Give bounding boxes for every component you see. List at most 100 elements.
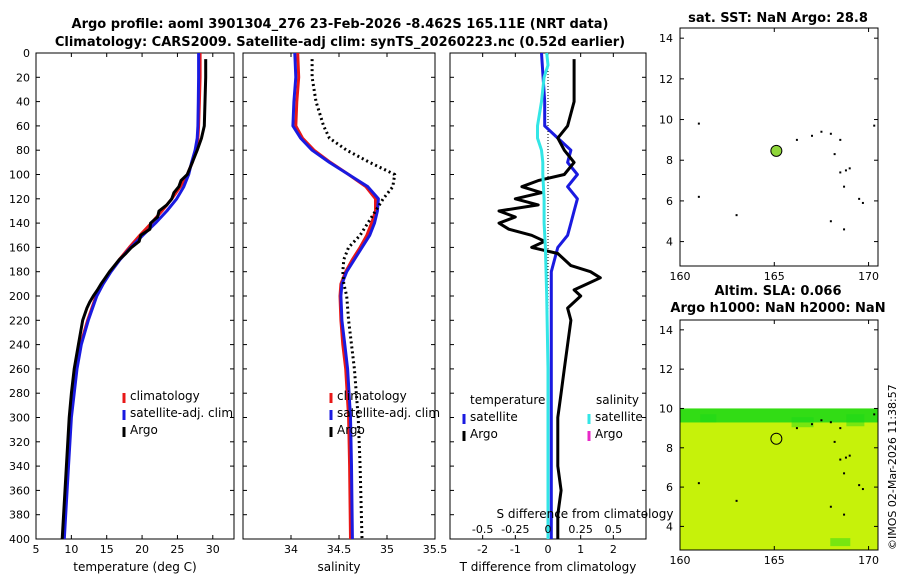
temperature-legend-label: satellite-adj. clim bbox=[130, 406, 233, 420]
difference-xtick-top-label: -0.25 bbox=[501, 523, 529, 536]
temperature-series-argo bbox=[60, 59, 208, 540]
temperature-legend-label: climatology bbox=[130, 389, 200, 403]
sla-map-island bbox=[843, 472, 846, 475]
difference-xtick-label: 2 bbox=[610, 543, 617, 556]
temperature-xtick-label: 5 bbox=[33, 543, 40, 556]
depth-tick-label: 120 bbox=[9, 193, 30, 206]
sla-map-field-patch bbox=[791, 417, 814, 428]
sst-map-island bbox=[843, 185, 846, 188]
depth-tick-label: 20 bbox=[16, 71, 30, 84]
depth-tick-label: 140 bbox=[9, 217, 30, 230]
depth-tick-label: 240 bbox=[9, 339, 30, 352]
sla-map-field-patch bbox=[846, 414, 865, 427]
sst-map-island bbox=[829, 220, 832, 223]
depth-tick-label: 100 bbox=[9, 169, 30, 182]
sla-map-field-patch bbox=[700, 414, 717, 423]
sla-map-island bbox=[829, 505, 832, 508]
sst-map-ytick-label: 10 bbox=[659, 114, 673, 127]
sla-map-field-patch bbox=[830, 538, 851, 547]
sst-map-island bbox=[873, 124, 876, 127]
difference-xlabel-top: S difference from climatology bbox=[497, 507, 674, 521]
depth-tick-label: 40 bbox=[16, 96, 30, 109]
difference-xtick-label: -2 bbox=[477, 543, 488, 556]
sst-map-island bbox=[833, 153, 836, 156]
temperature-xlabel: temperature (deg C) bbox=[73, 560, 196, 574]
depth-tick-label: 180 bbox=[9, 266, 30, 279]
difference-legend-title-s: salinity bbox=[596, 393, 639, 407]
depth-tick-label: 160 bbox=[9, 241, 30, 254]
difference-xtick-top-label: 0.5 bbox=[605, 523, 623, 536]
sla-map-island bbox=[848, 454, 851, 457]
sla-map-field bbox=[680, 408, 878, 550]
depth-tick-label: 0 bbox=[23, 47, 30, 60]
salinity-xtick-label: 34 bbox=[284, 543, 298, 556]
sla-map-island bbox=[833, 440, 836, 443]
sla-map-subtitle: Argo h1000: NaN h2000: NaN bbox=[670, 301, 885, 316]
salinity-series-argo bbox=[310, 59, 397, 540]
sla-map-ytick-label: 10 bbox=[659, 402, 673, 415]
depth-tick-label: 380 bbox=[9, 509, 30, 522]
sst-map-island bbox=[829, 132, 832, 135]
salinity-series-climatology bbox=[294, 52, 377, 540]
temperature-legend-label: Argo bbox=[130, 423, 158, 437]
difference-xtick-top-label: 0.25 bbox=[568, 523, 593, 536]
sst-map-island bbox=[697, 122, 700, 125]
salinity-xtick-label: 35 bbox=[380, 543, 394, 556]
sst-map-island bbox=[861, 201, 864, 204]
sst-map-xtick-label: 170 bbox=[858, 270, 879, 283]
difference-legend-label-s: Argo bbox=[595, 427, 623, 441]
depth-tick-label: 400 bbox=[9, 533, 30, 546]
sla-map-island bbox=[843, 513, 846, 516]
sla-map-title: Altim. SLA: 0.066 bbox=[715, 284, 842, 299]
salinity-legend-label: Argo bbox=[337, 423, 365, 437]
sst-map-island bbox=[844, 169, 847, 172]
timestamp: ©IMOS 02-Mar-2026 11:38:57 bbox=[886, 384, 899, 550]
difference-xtick-label: 0 bbox=[545, 543, 552, 556]
salinity-xtick-label: 34.5 bbox=[327, 543, 352, 556]
depth-tick-label: 360 bbox=[9, 484, 30, 497]
depth-tick-label: 280 bbox=[9, 387, 30, 400]
sst-map-title: sat. SST: NaN Argo: 28.8 bbox=[688, 11, 868, 26]
sst-map-xtick-label: 165 bbox=[764, 270, 785, 283]
sla-map-island bbox=[858, 484, 861, 487]
temperature-series-climatology bbox=[62, 53, 202, 540]
temperature-xtick-label: 10 bbox=[64, 543, 78, 556]
sst-map-island bbox=[848, 167, 851, 170]
sst-map-ytick-label: 14 bbox=[659, 32, 673, 45]
temperature-xtick-label: 15 bbox=[100, 543, 114, 556]
sla-map-island bbox=[829, 421, 832, 424]
sla-map-island bbox=[873, 413, 876, 416]
figure-title-line2: Climatology: CARS2009. Satellite-adj cli… bbox=[55, 35, 625, 50]
sst-map-ytick-label: 12 bbox=[659, 73, 673, 86]
sla-map-ytick-label: 6 bbox=[666, 481, 673, 494]
temperature-xtick-label: 30 bbox=[206, 543, 220, 556]
sst-map-island bbox=[839, 138, 842, 141]
difference-legend-label-s: satellite bbox=[595, 410, 643, 424]
sst-map-island bbox=[697, 195, 700, 198]
depth-tick-label: 300 bbox=[9, 412, 30, 425]
depth-tick-label: 200 bbox=[9, 290, 30, 303]
sla-map-island bbox=[811, 423, 813, 426]
figure-title-line1: Argo profile: aoml 3901304_276 23-Feb-20… bbox=[72, 17, 609, 32]
sst-map-ytick-label: 6 bbox=[666, 195, 673, 208]
difference-series-s-satellite bbox=[536, 52, 550, 539]
sla-map-island bbox=[697, 482, 700, 485]
depth-tick-label: 260 bbox=[9, 363, 30, 376]
sst-map-island bbox=[858, 197, 861, 200]
depth-tick-label: 80 bbox=[16, 144, 30, 157]
difference-xtick-top-label: 0 bbox=[545, 523, 552, 536]
salinity-legend-label: climatology bbox=[337, 389, 407, 403]
sla-map-island bbox=[795, 427, 798, 430]
salinity-legend-label: satellite-adj. clim bbox=[337, 406, 440, 420]
difference-series-t-satellite bbox=[540, 52, 579, 539]
difference-legend-title-t: temperature bbox=[470, 393, 545, 407]
sla-map-island bbox=[839, 427, 842, 430]
temperature-series-satellite-adj-clim bbox=[62, 53, 201, 540]
sla-map-island bbox=[844, 456, 847, 459]
sla-map-argo-marker bbox=[770, 432, 783, 445]
sla-map-field-band bbox=[680, 408, 878, 423]
difference-xtick-label: 1 bbox=[577, 543, 584, 556]
depth-tick-label: 340 bbox=[9, 460, 30, 473]
